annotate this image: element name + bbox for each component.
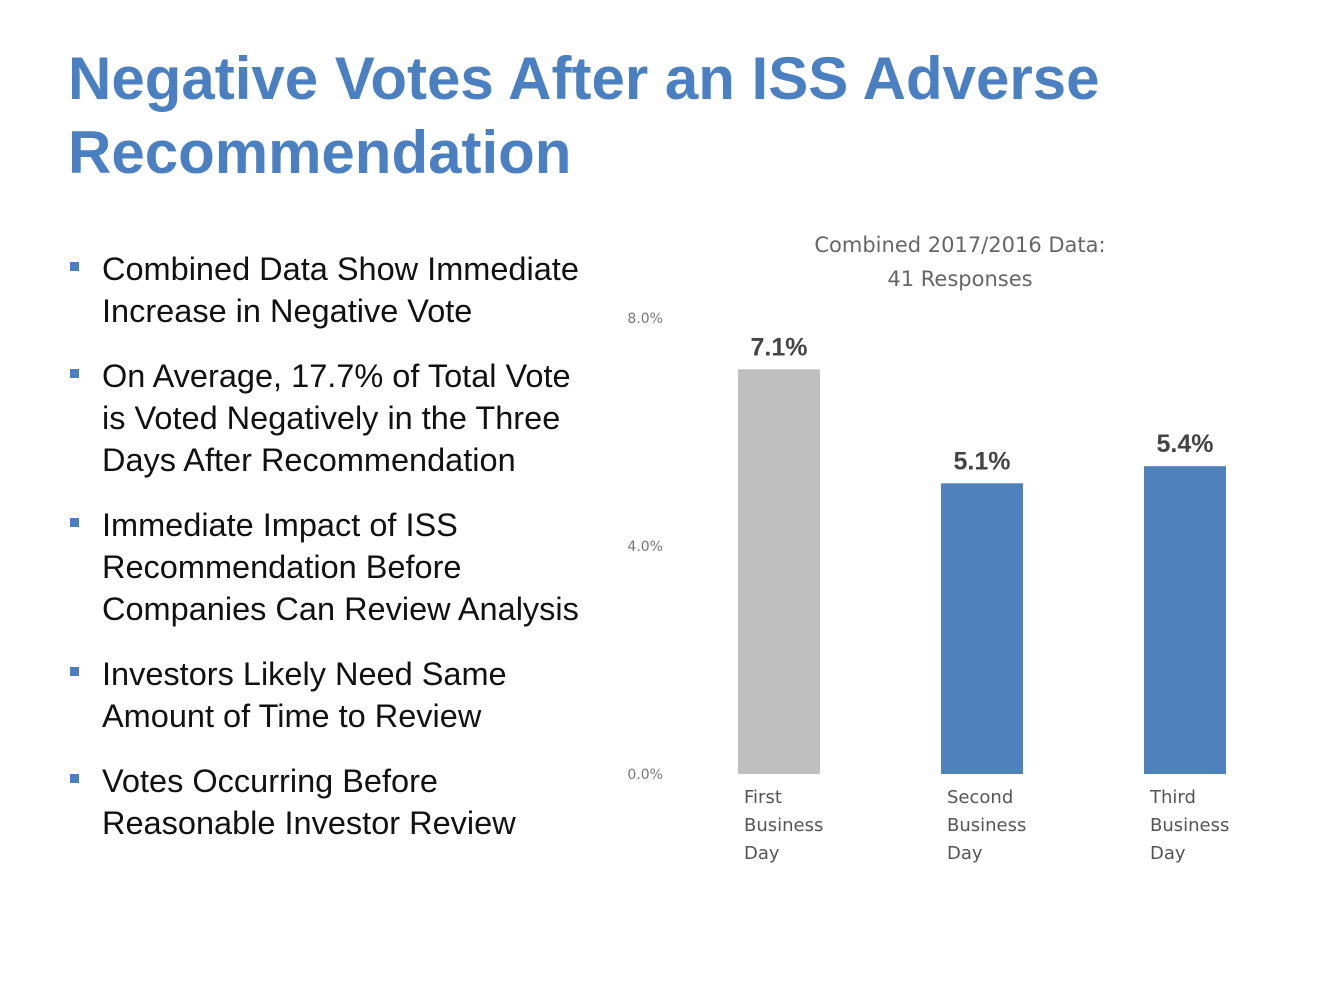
- bullet-list: Combined Data Show Immediate Increase in…: [68, 248, 588, 867]
- bar: [941, 483, 1023, 774]
- bullet-text: Votes Occurring Before Reasonable Invest…: [102, 763, 516, 841]
- x-tick-label: Day: [947, 843, 983, 864]
- square-bullet-icon: [70, 518, 79, 527]
- bar: [738, 369, 820, 774]
- bullet-text: Immediate Impact of ISS Recommendation B…: [102, 507, 579, 627]
- x-tick-label: Second: [947, 787, 1013, 808]
- x-tick-label: Day: [744, 843, 780, 864]
- square-bullet-icon: [70, 774, 79, 783]
- x-tick-label: Day: [1150, 843, 1186, 864]
- chart-title-block: Combined 2017/2016 Data: 41 Responses: [760, 228, 1160, 296]
- y-tick-label: 0.0%: [627, 767, 663, 783]
- bullet-text: Combined Data Show Immediate Increase in…: [102, 251, 579, 329]
- bullet-text: On Average, 17.7% of Total Vote is Voted…: [102, 358, 571, 478]
- x-tick-label: Business: [1150, 815, 1229, 836]
- data-label: 5.4%: [1157, 430, 1214, 458]
- y-tick-label: 8.0%: [627, 311, 663, 327]
- x-tick-label: Business: [744, 815, 823, 836]
- square-bullet-icon: [70, 369, 79, 378]
- bullet-item: Immediate Impact of ISS Recommendation B…: [68, 504, 588, 630]
- chart-subtitle: 41 Responses: [887, 267, 1033, 291]
- slide-title: Negative Votes After an ISS Adverse Reco…: [68, 45, 1100, 186]
- x-tick-label: First: [744, 787, 782, 808]
- x-tick-label: Third: [1149, 787, 1196, 808]
- x-tick-label: Business: [947, 815, 1026, 836]
- square-bullet-icon: [70, 667, 79, 676]
- chart-title: Combined 2017/2016 Data:: [814, 233, 1106, 257]
- bullet-item: On Average, 17.7% of Total Vote is Voted…: [68, 355, 588, 481]
- x-axis-labels: First Business Day Second Business Day Third Bu…: [744, 787, 1229, 864]
- square-bullet-icon: [70, 262, 79, 271]
- data-label: 5.1%: [954, 447, 1011, 475]
- bullet-item: Investors Likely Need Same Amount of Tim…: [68, 653, 588, 737]
- y-tick-label: 4.0%: [627, 539, 663, 555]
- bar: [1144, 466, 1226, 774]
- bullet-text: Investors Likely Need Same Amount of Tim…: [102, 656, 507, 734]
- bars: [738, 369, 1226, 774]
- bullet-item: Votes Occurring Before Reasonable Invest…: [68, 760, 588, 844]
- data-label: 7.1%: [751, 333, 808, 361]
- data-labels: 7.1% 5.1% 5.4%: [751, 333, 1214, 475]
- y-axis-ticks: 0.0% 4.0% 8.0%: [627, 311, 663, 783]
- bullet-item: Combined Data Show Immediate Increase in…: [68, 248, 588, 332]
